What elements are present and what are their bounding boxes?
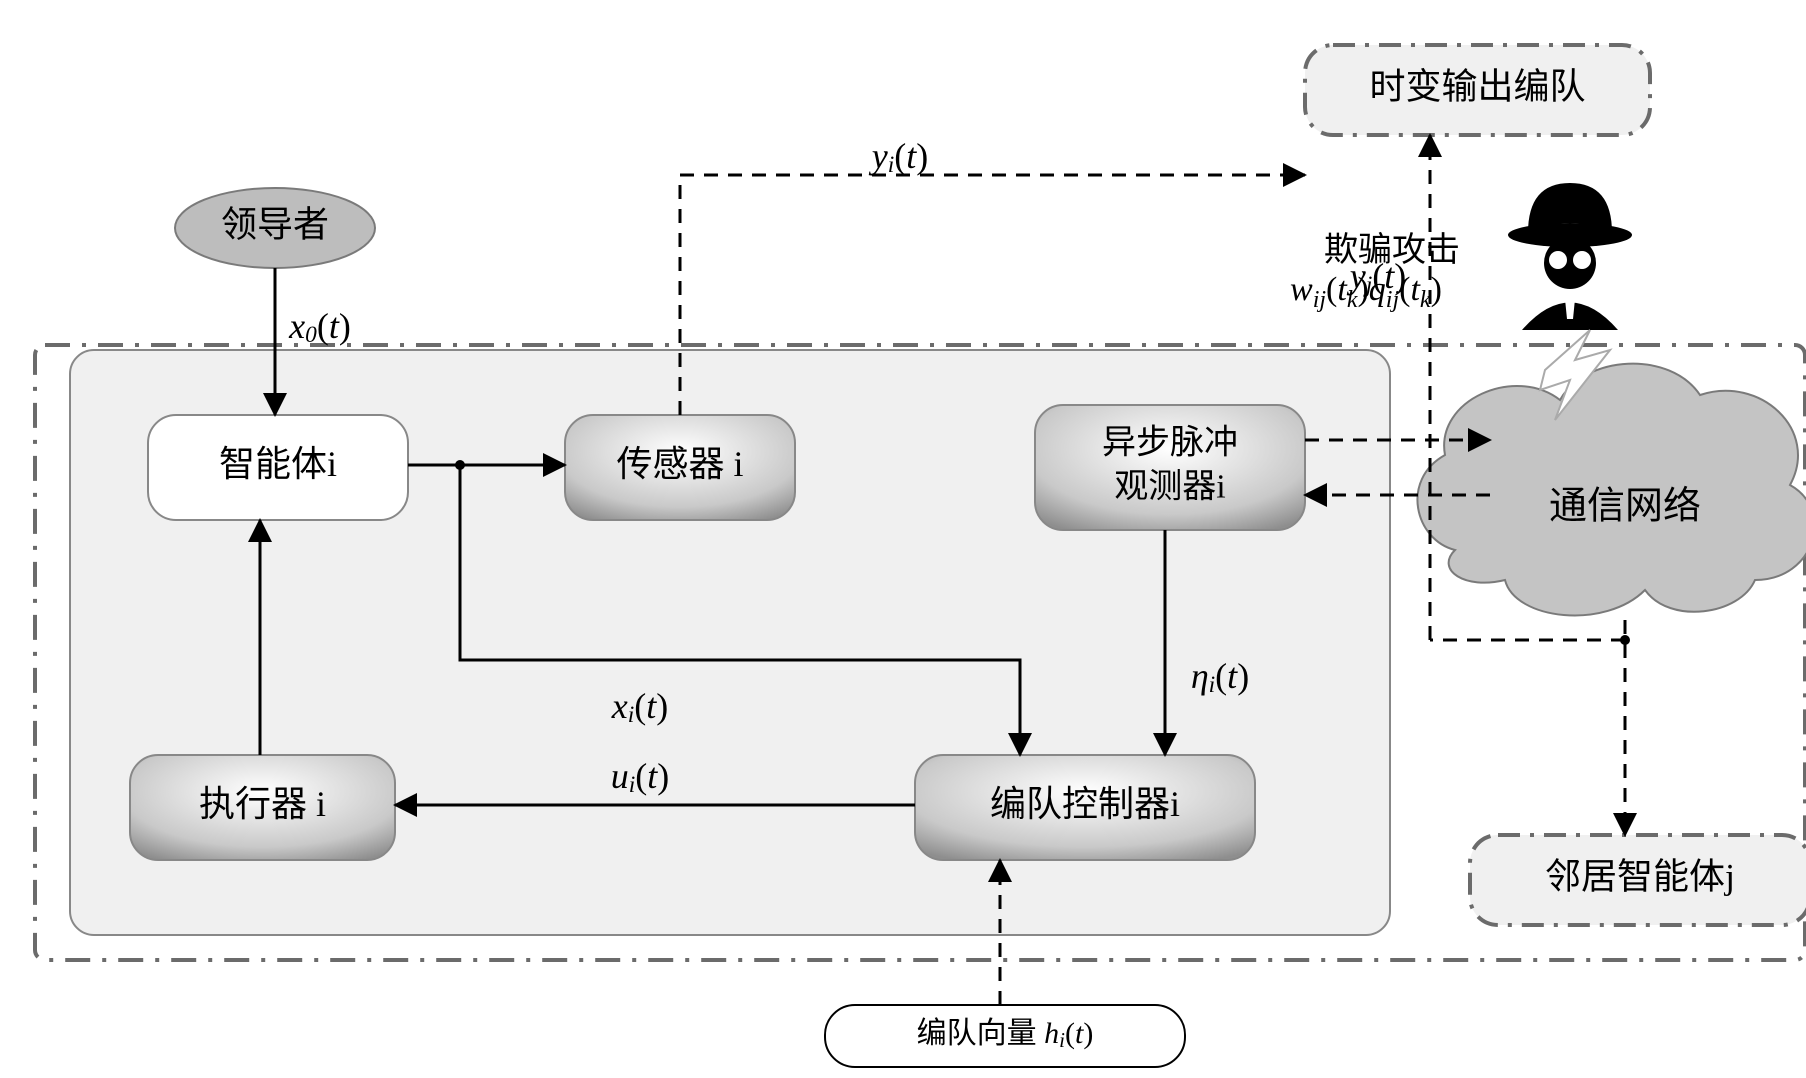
svg-text:xi(t): xi(t)	[611, 686, 669, 728]
svg-text:ηi(t): ηi(t)	[1191, 656, 1249, 698]
diagram-canvas: 领导者智能体i 传感器 i 异步脉冲观测器i 执行器 i 编队控制器i 编队向量 hi(t…	[0, 0, 1806, 1078]
svg-text:观测器i: 观测器i	[1114, 468, 1225, 505]
svg-text:ui(t): ui(t)	[611, 756, 670, 798]
svg-text:传感器 i: 传感器 i	[616, 444, 743, 484]
svg-text:执行器 i: 执行器 i	[199, 784, 326, 824]
svg-text:领导者: 领导者	[221, 204, 329, 244]
svg-text:邻居智能体j: 邻居智能体j	[1545, 856, 1735, 896]
hacker-icon	[1508, 183, 1632, 330]
svg-text:yi(t): yi(t)	[869, 136, 929, 178]
svg-text:智能体i: 智能体i	[219, 444, 337, 484]
svg-text:异步脉冲: 异步脉冲	[1102, 423, 1238, 461]
svg-text:编队控制器i: 编队控制器i	[990, 784, 1180, 824]
svg-text:时变输出编队: 时变输出编队	[1369, 66, 1585, 106]
svg-text:x0(t): x0(t)	[288, 306, 351, 348]
svg-text:yj(t): yj(t)	[1347, 256, 1407, 298]
svg-text:编队向量 hi(t): 编队向量 hi(t)	[917, 1017, 1094, 1052]
svg-text:通信网络: 通信网络	[1549, 486, 1701, 528]
